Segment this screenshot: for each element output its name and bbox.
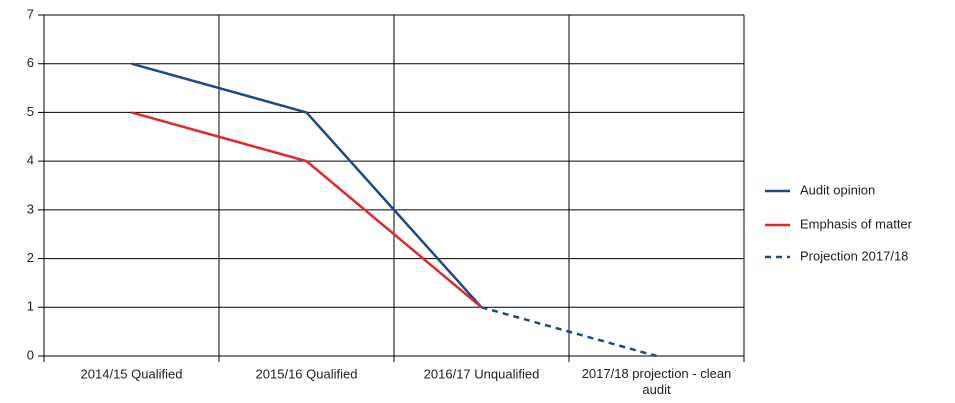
- legend-label: Projection 2017/18: [800, 248, 908, 263]
- y-tick-label: 5: [27, 104, 34, 119]
- legend-label: Audit opinion: [800, 182, 875, 197]
- legend-label: Emphasis of matter: [800, 216, 913, 231]
- y-tick-label: 3: [27, 201, 34, 216]
- y-tick-label: 1: [27, 299, 34, 314]
- y-tick-label: 6: [27, 55, 34, 70]
- x-tick-label: 2015/16 Qualified: [256, 366, 358, 381]
- series-line: [131, 62, 483, 309]
- series-line: [481, 306, 657, 358]
- y-tick-label: 4: [27, 153, 34, 168]
- y-tick-label: 7: [27, 6, 34, 21]
- y-tick-label: 2: [27, 250, 34, 265]
- x-tick-label: 2014/15 Qualified: [81, 366, 183, 381]
- x-tick-label: 2017/18 projection - clean audit: [582, 366, 732, 397]
- x-tick-label: 2016/17 Unqualified: [424, 366, 540, 381]
- y-tick-label: 0: [27, 347, 34, 362]
- series-line: [131, 111, 483, 309]
